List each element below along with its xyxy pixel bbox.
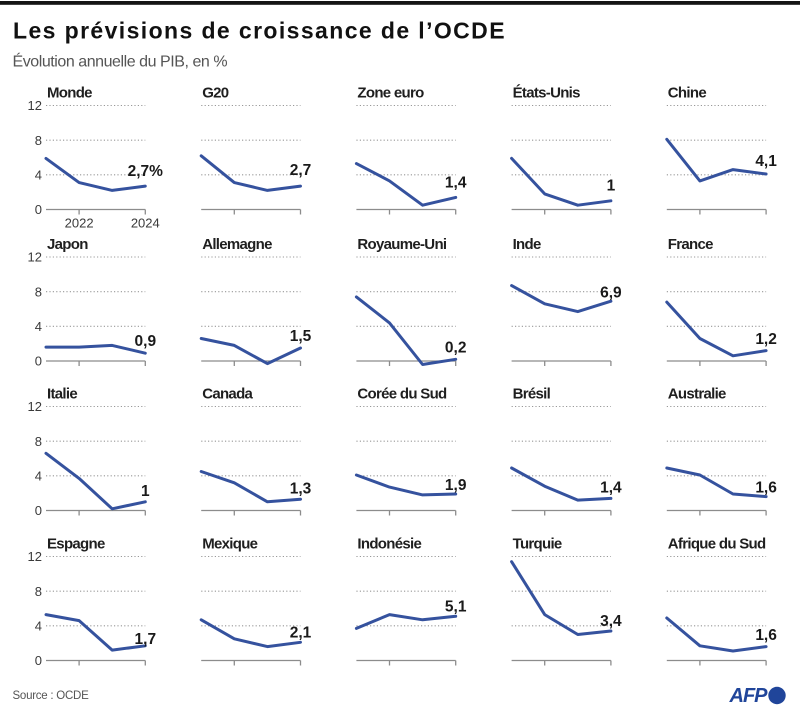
- svg-text:2,1: 2,1: [290, 625, 312, 642]
- svg-text:Canada: Canada: [202, 386, 253, 403]
- svg-text:Royaume-Uni: Royaume-Uni: [357, 236, 447, 253]
- svg-text:Turquie: Turquie: [513, 536, 562, 553]
- svg-text:8: 8: [35, 284, 42, 299]
- svg-text:12: 12: [28, 549, 42, 564]
- svg-text:États-Unis: États-Unis: [513, 85, 581, 102]
- svg-text:0: 0: [35, 202, 42, 217]
- svg-text:G20: G20: [202, 85, 229, 102]
- svg-text:1,2: 1,2: [755, 331, 777, 348]
- svg-text:4,1: 4,1: [755, 153, 777, 170]
- svg-text:1,6: 1,6: [755, 480, 777, 497]
- svg-text:Monde: Monde: [47, 85, 92, 102]
- svg-text:Corée du Sud: Corée du Sud: [357, 386, 447, 403]
- svg-text:4: 4: [35, 468, 42, 483]
- svg-text:Australie: Australie: [668, 386, 726, 403]
- svg-text:1: 1: [607, 178, 616, 195]
- svg-text:0: 0: [35, 354, 42, 369]
- svg-text:1,3: 1,3: [290, 481, 312, 498]
- svg-text:Évolution annuelle du PIB, en: Évolution annuelle du PIB, en %: [13, 52, 228, 71]
- svg-text:8: 8: [35, 133, 42, 148]
- svg-text:8: 8: [35, 434, 42, 449]
- svg-text:Indonésie: Indonésie: [357, 536, 421, 553]
- svg-text:0: 0: [35, 653, 42, 668]
- svg-text:2,7: 2,7: [290, 162, 312, 179]
- svg-text:12: 12: [28, 98, 42, 113]
- svg-text:Brésil: Brésil: [513, 386, 551, 403]
- svg-text:2,7%: 2,7%: [128, 163, 164, 180]
- svg-text:1,6: 1,6: [755, 627, 777, 644]
- svg-text:1,4: 1,4: [445, 175, 467, 192]
- svg-text:Chine: Chine: [668, 85, 707, 102]
- svg-text:AFP: AFP: [729, 685, 769, 707]
- svg-text:2022: 2022: [65, 216, 94, 231]
- svg-text:1,4: 1,4: [600, 480, 622, 497]
- svg-text:12: 12: [28, 399, 42, 414]
- svg-text:4: 4: [35, 618, 42, 633]
- svg-text:1,9: 1,9: [445, 477, 467, 494]
- svg-text:8: 8: [35, 584, 42, 599]
- svg-text:Source : OCDE: Source : OCDE: [13, 690, 90, 702]
- svg-text:Espagne: Espagne: [47, 536, 105, 553]
- svg-text:5,1: 5,1: [445, 599, 467, 616]
- svg-text:6,9: 6,9: [600, 285, 622, 302]
- svg-text:Inde: Inde: [513, 236, 541, 253]
- svg-text:4: 4: [35, 167, 42, 182]
- svg-text:1,7: 1,7: [135, 631, 157, 648]
- svg-text:0,9: 0,9: [135, 333, 157, 350]
- svg-text:1: 1: [141, 483, 150, 500]
- svg-text:2024: 2024: [131, 216, 160, 231]
- svg-text:3,4: 3,4: [600, 613, 622, 630]
- svg-text:Afrique du Sud: Afrique du Sud: [668, 536, 766, 553]
- svg-text:4: 4: [35, 319, 42, 334]
- svg-text:Les prévisions de croissance d: Les prévisions de croissance de l’OCDE: [13, 18, 506, 44]
- svg-text:12: 12: [28, 250, 42, 265]
- svg-text:Mexique: Mexique: [202, 536, 257, 553]
- svg-text:Zone euro: Zone euro: [357, 85, 424, 102]
- svg-text:1,5: 1,5: [290, 328, 312, 345]
- svg-text:Japon: Japon: [47, 236, 88, 253]
- svg-text:0: 0: [35, 503, 42, 518]
- svg-text:France: France: [668, 236, 713, 253]
- svg-text:Italie: Italie: [47, 386, 77, 403]
- svg-text:0,2: 0,2: [445, 340, 467, 357]
- svg-text:Allemagne: Allemagne: [202, 236, 272, 253]
